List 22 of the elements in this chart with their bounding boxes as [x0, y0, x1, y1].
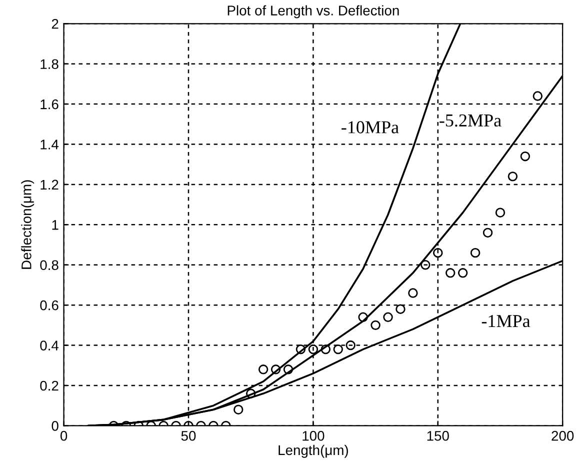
x-tick-label: 150 [427, 430, 449, 441]
y-tick-label: 0.8 [40, 260, 58, 270]
y-tick-label: 1.6 [40, 99, 58, 110]
series-label: -1MPa [482, 315, 530, 328]
series-label: -5.2MPa [440, 114, 502, 127]
y-tick-label: 0.2 [40, 380, 58, 391]
chart-title: Plot of Length vs. Deflection [228, 5, 399, 18]
x-tick-label: 0 [60, 430, 68, 441]
y-axis-title: Deflection(μm) [21, 180, 34, 269]
series-label: -10MPa [342, 121, 399, 134]
y-tick-label: 0.4 [40, 340, 59, 350]
x-tick-label: 200 [552, 430, 574, 441]
x-tick-label: 100 [302, 430, 324, 441]
y-tick-label: 2 [52, 18, 58, 29]
y-tick-label: 1.8 [40, 59, 58, 70]
y-tick-label: 0 [52, 421, 58, 431]
y-tick-label: 1.2 [40, 180, 58, 190]
x-axis-title: Length(μm) [278, 444, 348, 458]
x-tick-label: 50 [181, 430, 196, 441]
y-tick-label: 1 [52, 220, 58, 230]
y-tick-label: 1.4 [40, 140, 59, 150]
y-tick-label: 0.6 [40, 300, 58, 310]
